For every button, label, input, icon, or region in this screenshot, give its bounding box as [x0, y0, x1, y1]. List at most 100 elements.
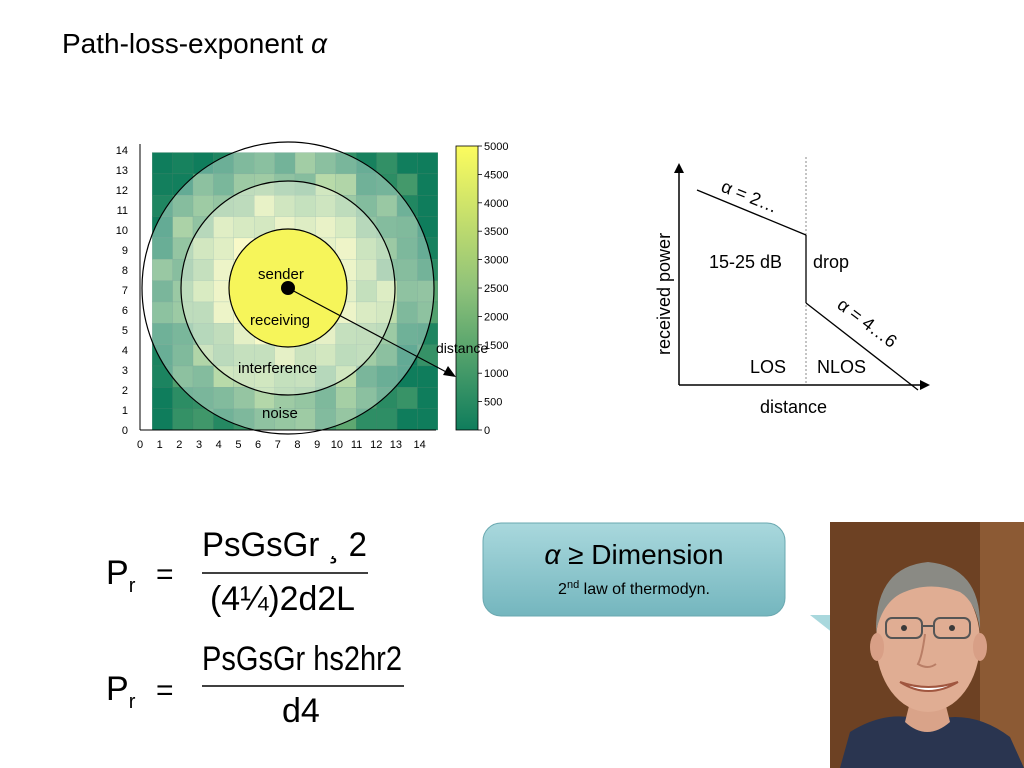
y-tick-label: 12 — [116, 185, 128, 197]
y-tick-label: 5 — [122, 325, 128, 337]
y-tick-label: 13 — [116, 165, 128, 177]
x-tick-label: 4 — [216, 439, 222, 451]
los-curve — [696, 189, 807, 236]
drop-value-label: 15-25 dB — [709, 252, 782, 272]
colorbar-tick-label: 1000 — [484, 368, 508, 380]
noise-label: noise — [262, 405, 298, 422]
eq1-equals: = — [156, 558, 174, 591]
x-tick-label: 8 — [294, 439, 300, 451]
heatmap-cell — [417, 195, 438, 217]
x-tick-label: 1 — [157, 439, 163, 451]
eq1-denominator: (4¼)2d2L — [210, 580, 355, 618]
heatmap-cell — [152, 152, 173, 175]
heatmap-cell — [417, 387, 438, 409]
colorbar-tick-label: 2500 — [484, 283, 508, 295]
hair — [875, 562, 981, 632]
callout-line2: 2nd law of thermodyn. — [558, 579, 710, 598]
drop-word-label: drop — [813, 252, 849, 272]
nlos-curve — [805, 302, 919, 391]
title-text: Path-loss-exponent — [62, 28, 304, 59]
callout-line1: α ≥ Dimension — [544, 539, 723, 570]
x-tick-label: 2 — [176, 439, 182, 451]
eq2-equals: = — [156, 674, 174, 707]
x-tick-label: 3 — [196, 439, 202, 451]
colorbar-tick-label: 4500 — [484, 169, 508, 181]
y-tick-label: 11 — [117, 205, 128, 217]
colorbar-tick-label: 2000 — [484, 311, 508, 323]
eq2-numerator: PsGsGr hs2hr2 — [202, 640, 402, 678]
heatmap-cell — [152, 387, 173, 409]
heatmap-cell — [376, 408, 398, 431]
y-tick-label: 14 — [116, 145, 128, 157]
receiving-label: receiving — [250, 312, 310, 329]
distance-axis-label: distance — [760, 397, 827, 417]
received-power-axis-label: received power — [654, 233, 674, 355]
y-tick-label: 8 — [122, 265, 128, 277]
power-distance-diagram: α = 2… α = 4…6 15-25 dB drop LOS NLOS di… — [654, 155, 930, 417]
heatmap-cell — [417, 173, 438, 196]
alpha-los-label: α = 2… — [719, 176, 781, 217]
y-tick-label: 4 — [122, 345, 128, 357]
los-label: LOS — [750, 357, 786, 377]
interference-label: interference — [238, 360, 317, 377]
colorbar-tick-label: 5000 — [484, 141, 508, 153]
colorbar-tick-label: 3500 — [484, 226, 508, 238]
nlos-label: NLOS — [817, 357, 866, 377]
sender-dot — [281, 281, 295, 295]
slide-title: Path-loss-exponent α — [62, 28, 327, 60]
heatmap-cell — [396, 408, 418, 431]
colorbar-tick-label: 1500 — [484, 340, 508, 352]
sender-label: sender — [258, 266, 304, 283]
glasses-left — [885, 617, 923, 639]
y-tick-label: 7 — [122, 285, 128, 297]
title-alpha: α — [311, 28, 328, 59]
eq2-lhs: Pr — [106, 670, 136, 713]
x-tick-label: 9 — [314, 439, 320, 451]
heatmap-cell — [396, 387, 418, 409]
x-tick-label: 6 — [255, 439, 261, 451]
y-tick-label: 1 — [122, 405, 128, 417]
heatmap-cell — [152, 173, 173, 196]
y-tick-label: 3 — [122, 365, 128, 377]
distance-label: distance — [436, 340, 488, 356]
heatmap-x-ticks: 0 1 2 3 4 5 6 7 8 9 10 11 12 13 14 — [137, 439, 426, 451]
x-tick-label: 5 — [235, 439, 241, 451]
y-tick-label: 6 — [122, 305, 128, 317]
heatmap-cell — [172, 152, 194, 175]
callout-box — [482, 522, 786, 617]
y-tick-label: 10 — [116, 225, 128, 237]
alpha-nlos-label: α = 4…6 — [834, 294, 901, 351]
x-tick-label: 13 — [390, 439, 402, 451]
x-tick-label: 12 — [370, 439, 382, 451]
heatmap-figure: 0 1 2 3 4 5 6 7 8 9 10 11 12 13 14 0123456789101112131… — [116, 141, 509, 451]
colorbar-tick-label: 500 — [484, 397, 502, 409]
colorbar-ticks: 0 500 1000 1500 2000 2500 3000 3500 4000 4500 5000 — [478, 141, 508, 437]
distance-arrow — [287, 287, 451, 375]
y-tick-label: 0 — [122, 425, 128, 437]
heatmap-cell — [376, 152, 398, 175]
shirt — [840, 716, 1024, 768]
heatmap-cell — [396, 173, 418, 196]
equations: Pr = PsGsGr ¸ 2 (4¼)2d2L Pr = PsGsGr hs2… — [106, 526, 404, 730]
heatmap-cell — [172, 408, 194, 431]
y-tick-label: 9 — [122, 245, 128, 257]
x-tick-label: 14 — [413, 439, 425, 451]
eq1-lhs: Pr — [106, 554, 136, 597]
eq2-denominator: d4 — [282, 692, 320, 730]
eq1-numerator: PsGsGr ¸ 2 — [202, 526, 367, 564]
y-tick-label: 2 — [122, 385, 128, 397]
face — [876, 572, 980, 712]
x-tick-label: 10 — [331, 439, 343, 451]
colorbar-tick-label: 0 — [484, 425, 490, 437]
heatmap-cell — [417, 365, 438, 388]
smile — [899, 681, 959, 692]
x-tick-label: 0 — [137, 439, 143, 451]
speaker-photo — [830, 522, 1024, 768]
distance-arrow-head — [443, 366, 456, 377]
colorbar-tick-label: 3000 — [484, 255, 508, 267]
glasses-right — [933, 617, 971, 639]
x-tick-label: 7 — [275, 439, 281, 451]
colorbar-tick-label: 4000 — [484, 198, 508, 210]
x-tick-label: 11 — [351, 439, 362, 451]
